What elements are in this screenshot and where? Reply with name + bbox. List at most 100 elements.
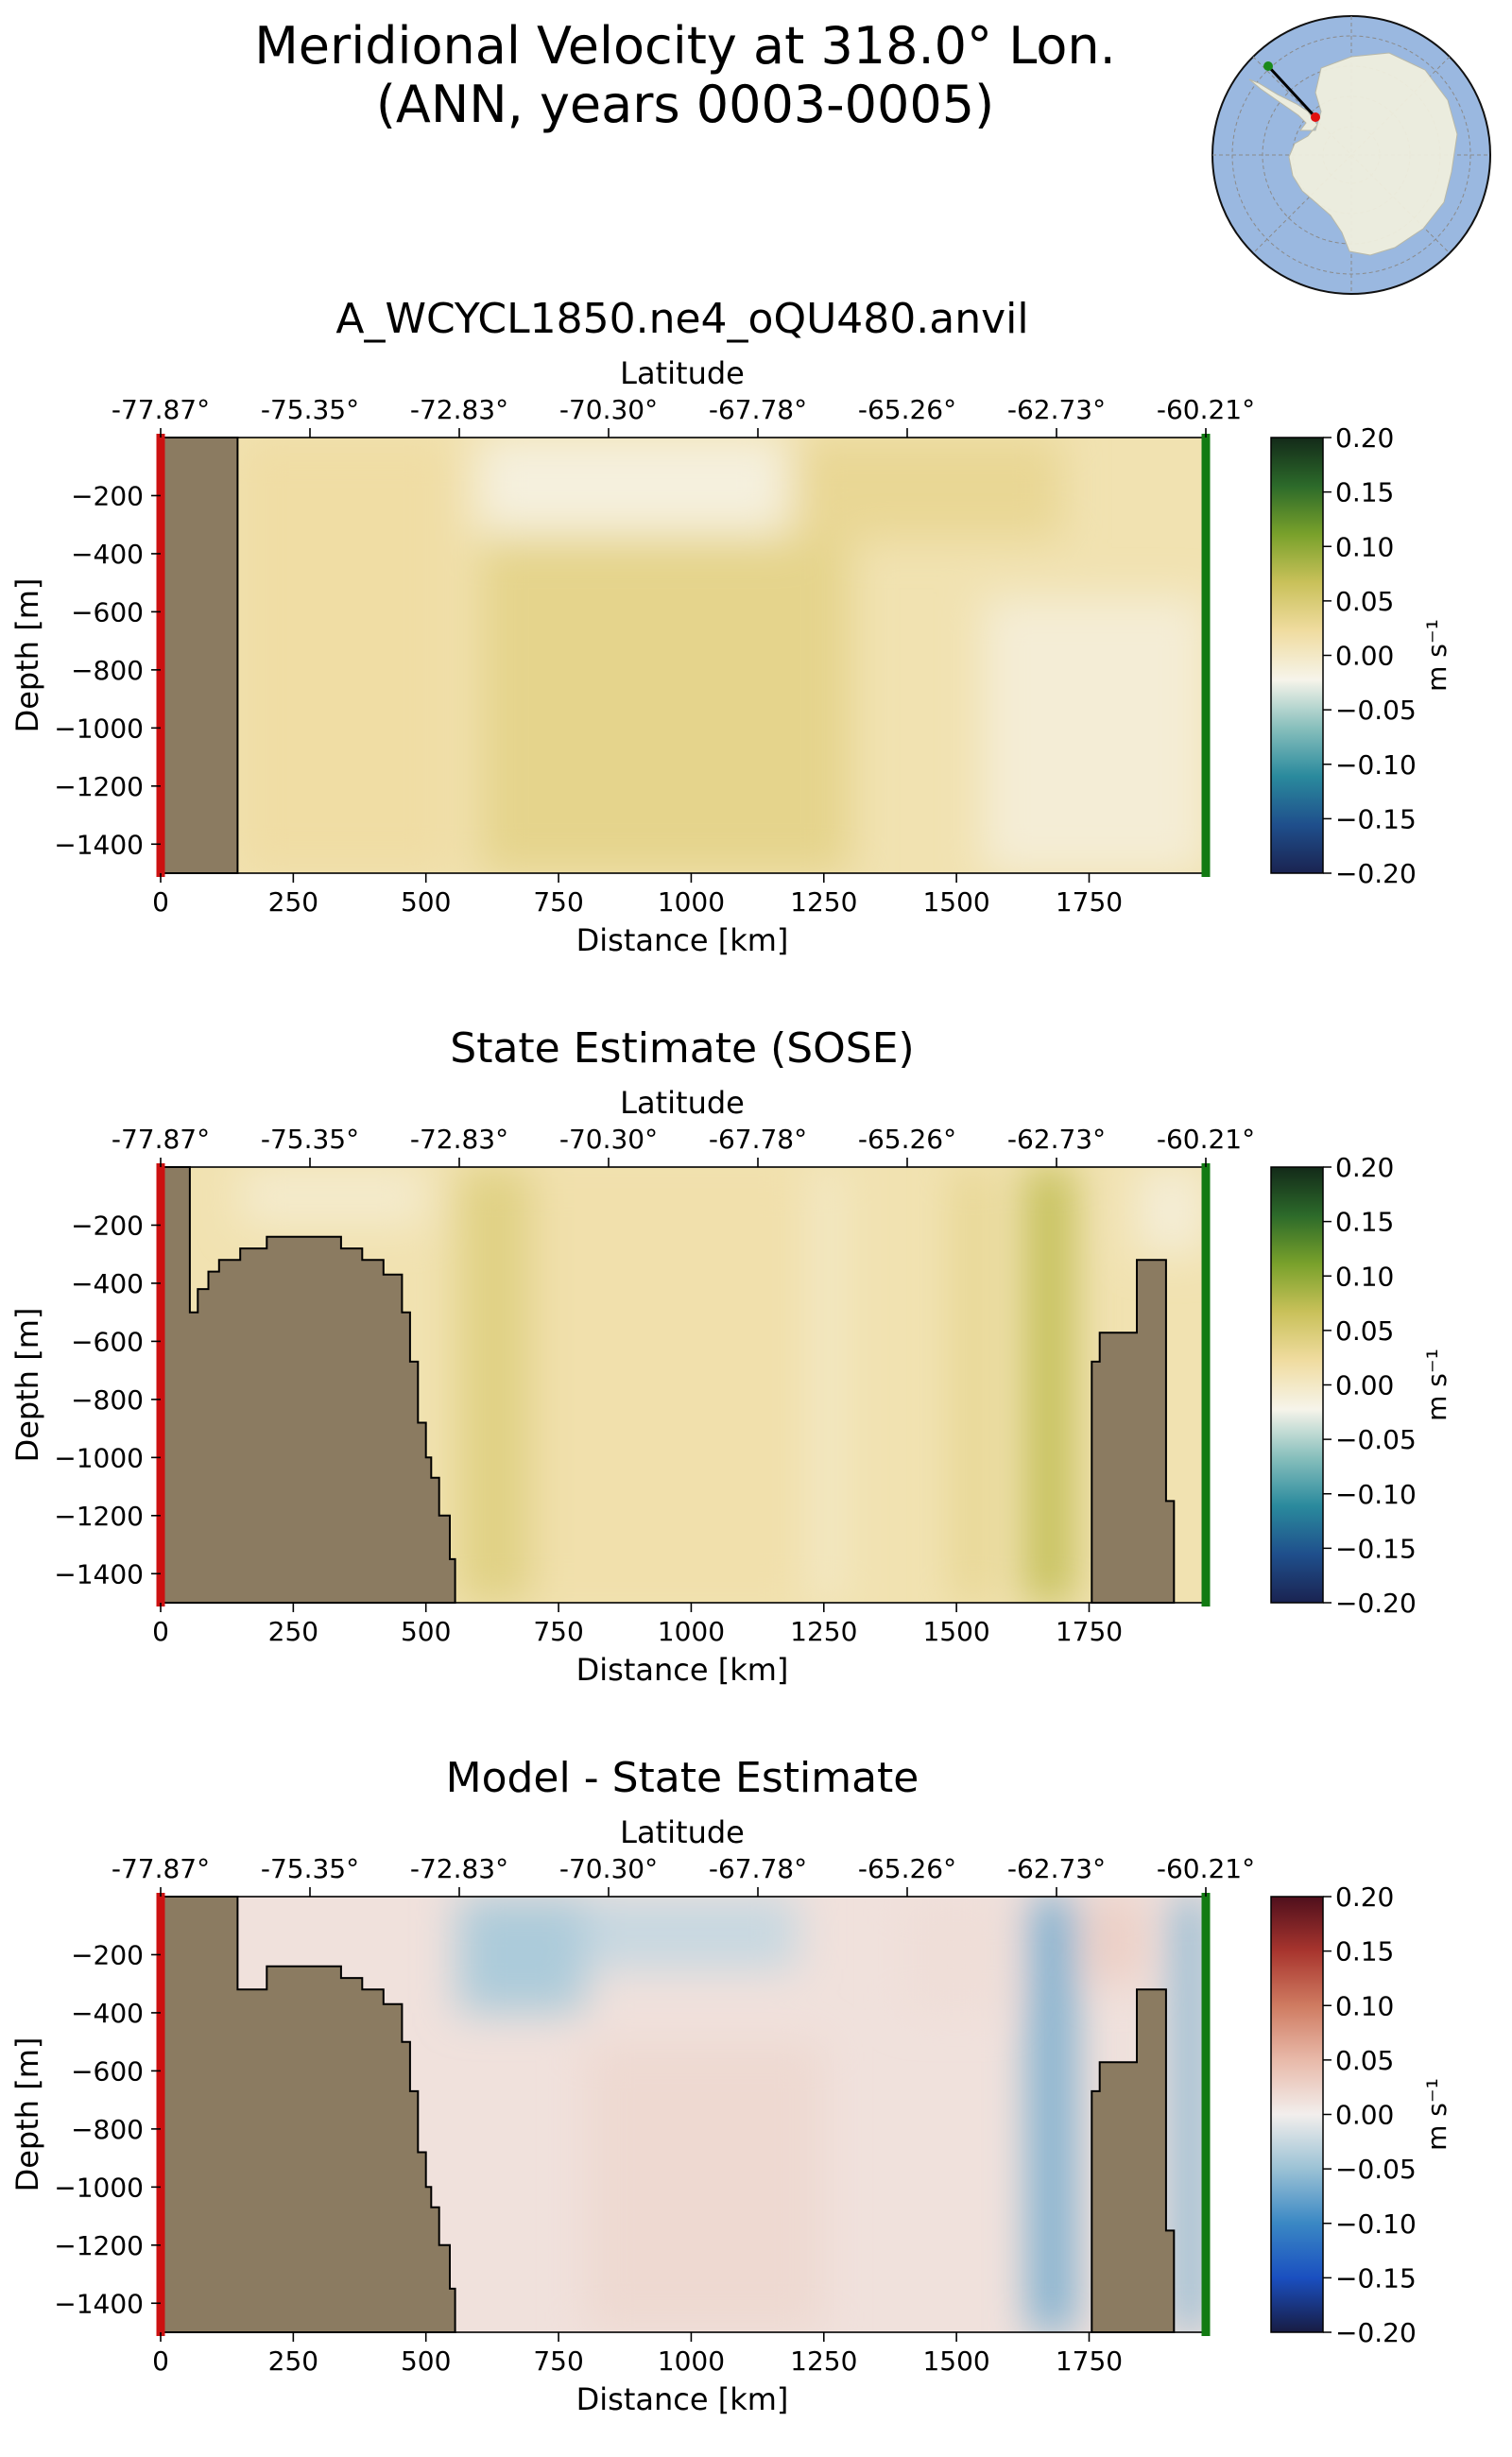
latitude-tick-label: -75.35° — [261, 1124, 359, 1155]
x-tick-label: 250 — [268, 2345, 318, 2377]
y-tick-label: −800 — [71, 1384, 144, 1416]
colorbar-tick-label: 0.10 — [1335, 531, 1394, 562]
colorbar-tick-label: 0.00 — [1335, 1370, 1394, 1401]
y-tick-label: −600 — [71, 2055, 144, 2087]
y-tick-label: −400 — [71, 1268, 144, 1299]
colorbar — [1270, 437, 1324, 874]
field-feature-0 — [240, 1167, 426, 1226]
x-tick-label: 500 — [401, 1616, 451, 1647]
field-feature-1 — [457, 1167, 532, 1603]
colorbar-tick-label: 0.20 — [1335, 1152, 1394, 1183]
x-tick-label: 250 — [268, 886, 318, 918]
colorbar-tick-label: −0.10 — [1335, 1479, 1417, 1510]
latitude-tick-label: -67.78° — [709, 394, 807, 425]
colorbar-tick-label: −0.10 — [1335, 749, 1417, 781]
colorbar-tick-label: 0.00 — [1335, 2100, 1394, 2131]
latitude-tick-label: -70.30° — [559, 1853, 658, 1884]
x-tick-label: 1750 — [1056, 1616, 1123, 1647]
field-feature-1 — [585, 1897, 798, 1969]
colorbar-tick-label: 0.00 — [1335, 641, 1394, 672]
x-axis-label: Distance [km] — [576, 922, 789, 958]
latitude-tick-label: -77.87° — [112, 394, 210, 425]
latitude-tick-label: -70.30° — [559, 1124, 658, 1155]
latitude-axis-label: Latitude — [620, 1085, 745, 1121]
y-tick-label: −1400 — [54, 829, 144, 860]
latitude-tick-label: -77.87° — [112, 1124, 210, 1155]
colorbar-tick-label: 0.10 — [1335, 1261, 1394, 1292]
colorbar-tick-label: −0.05 — [1335, 2154, 1417, 2185]
x-tick-label: 750 — [533, 2345, 583, 2377]
bathymetry-right — [1091, 1988, 1176, 2333]
field-feature-0 — [457, 1897, 586, 2013]
y-tick-label: −1400 — [54, 2288, 144, 2319]
x-axis-label: Distance [km] — [576, 2381, 789, 2417]
y-tick-label: −200 — [71, 1939, 144, 1970]
y-tick-label: −1000 — [54, 1442, 144, 1473]
field-feature-6 — [1174, 1897, 1206, 2332]
figure-title-line-1: Meridional Velocity at 318.0° Lon. — [254, 16, 1116, 76]
colorbar-tick-label: −0.20 — [1335, 2317, 1417, 2348]
inset-antarctica — [1248, 52, 1458, 256]
colorbar-tick-label: 0.20 — [1335, 422, 1394, 454]
y-tick-label: −800 — [71, 2114, 144, 2145]
field-feature-4 — [240, 438, 453, 873]
colorbar — [1270, 1896, 1324, 2333]
field-feature-4 — [956, 1167, 988, 1603]
y-tick-label: −800 — [71, 655, 144, 686]
x-tick-label: 500 — [401, 2345, 451, 2377]
x-tick-label: 1500 — [922, 2345, 989, 2377]
colorbar-tick-label: 0.15 — [1335, 1207, 1394, 1238]
figure-title-line-2: (ANN, years 0003-0005) — [375, 75, 995, 134]
x-tick-label: 0 — [152, 1616, 169, 1647]
bathymetry-left — [160, 1896, 456, 2333]
bathymetry-right — [1091, 1259, 1176, 1604]
x-tick-label: 1250 — [790, 2345, 857, 2377]
bathymetry-left — [160, 1166, 456, 1604]
latitude-tick-label: -60.21° — [1157, 1853, 1255, 1884]
colorbar-tick-label: 0.15 — [1335, 477, 1394, 508]
field-feature-6 — [1137, 1167, 1206, 1255]
latitude-tick-label: -65.26° — [858, 394, 956, 425]
panel-title: Model - State Estimate — [446, 1754, 919, 1802]
colorbar-tick-label: −0.20 — [1335, 1588, 1417, 1619]
latitude-tick-label: -72.83° — [410, 1124, 508, 1155]
latitude-tick-label: -62.73° — [1007, 1853, 1106, 1884]
velocity-field — [161, 438, 1206, 873]
x-tick-label: 0 — [152, 886, 169, 918]
colorbar-tick-label: 0.15 — [1335, 1936, 1394, 1967]
latitude-tick-label: -67.78° — [709, 1853, 807, 1884]
latitude-tick-label: -62.73° — [1007, 394, 1106, 425]
latitude-tick-label: -67.78° — [709, 1124, 807, 1155]
inset-end-marker — [1311, 112, 1320, 122]
field-feature-2 — [797, 438, 1063, 540]
latitude-tick-label: -65.26° — [858, 1853, 956, 1884]
y-axis-label: Depth [m] — [9, 1308, 45, 1463]
panel-title: State Estimate (SOSE) — [450, 1024, 914, 1073]
panel-model: A_WCYCL1850.ne4_oQU480.anvil Latitude 0 250… — [9, 295, 1452, 958]
latitude-tick-label: -70.30° — [559, 394, 658, 425]
latitude-axis-label: Latitude — [620, 355, 745, 391]
field-feature-3 — [983, 597, 1206, 873]
colorbar-tick-label: −0.15 — [1335, 1533, 1417, 1564]
field-feature-2 — [585, 2041, 824, 2332]
y-tick-label: −200 — [71, 1210, 144, 1241]
field-features — [457, 1897, 1206, 2332]
colorbar-tick-label: 0.10 — [1335, 1990, 1394, 2021]
latitude-tick-label: -60.21° — [1157, 1124, 1255, 1155]
latitude-tick-label: -60.21° — [1157, 394, 1255, 425]
field-feature-5 — [1025, 1167, 1074, 1603]
colorbar-unit-label: m s⁻¹ — [1421, 619, 1452, 692]
x-tick-label: 1000 — [658, 2345, 725, 2377]
field-feature-2 — [531, 1167, 808, 1603]
latitude-tick-label: -75.35° — [261, 1853, 359, 1884]
latitude-axis-label: Latitude — [620, 1814, 745, 1850]
x-axis-label: Distance [km] — [576, 1652, 789, 1688]
x-tick-label: 750 — [533, 1616, 583, 1647]
colorbar-tick-label: −0.05 — [1335, 695, 1417, 726]
field-features — [240, 1167, 1206, 1603]
colorbar-unit-label: m s⁻¹ — [1421, 1349, 1452, 1421]
colorbar-tick-label: −0.20 — [1335, 858, 1417, 889]
x-tick-label: 1250 — [790, 1616, 857, 1647]
x-tick-label: 1500 — [922, 886, 989, 918]
colorbar-tick-label: −0.15 — [1335, 803, 1417, 834]
